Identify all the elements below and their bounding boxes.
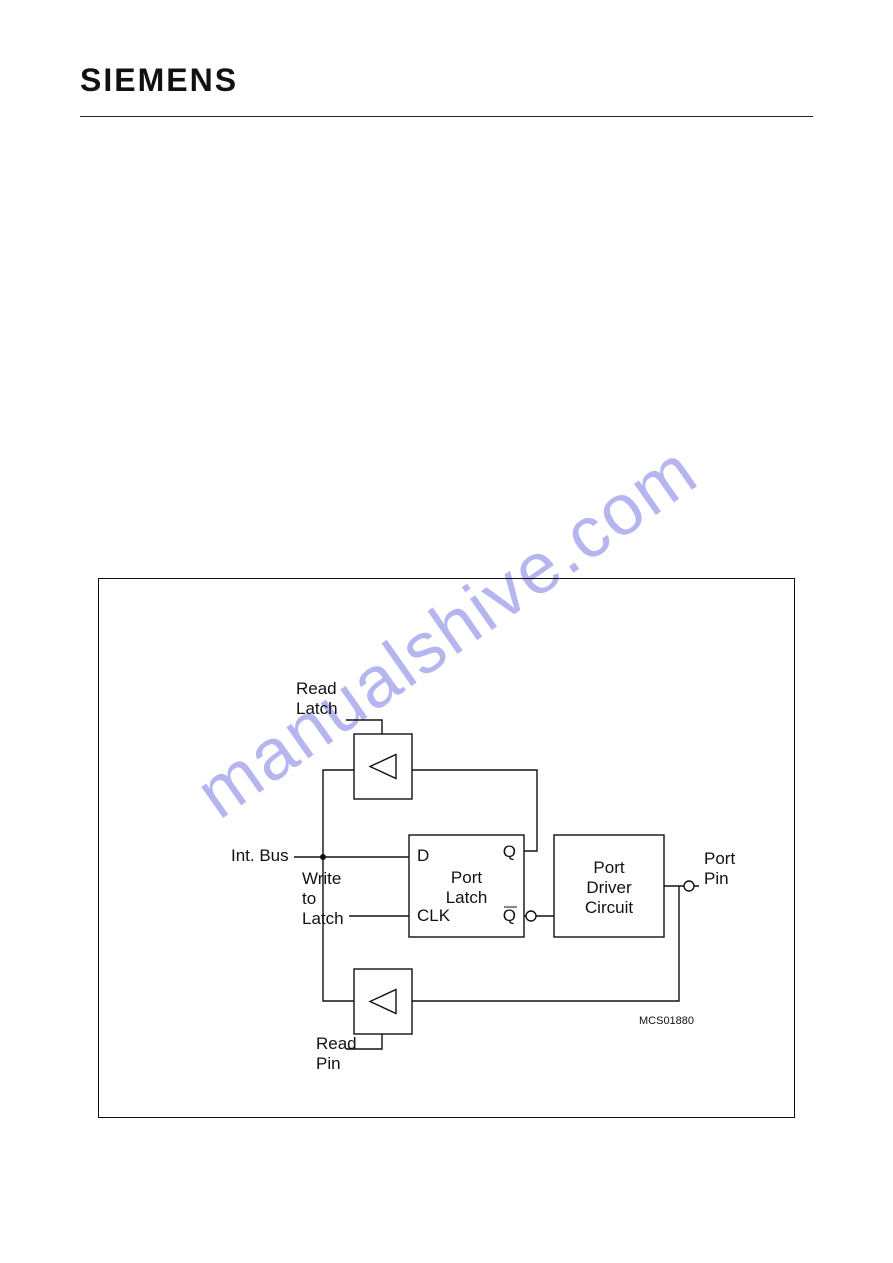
block-diagram: DCLKQQPortLatchPortDriverCircuitReadLatc…	[99, 579, 796, 1119]
buffer-bottom	[354, 969, 412, 1034]
svg-text:Read: Read	[316, 1034, 357, 1053]
svg-text:Int. Bus: Int. Bus	[231, 846, 289, 865]
port-latch-block: D CLK Q Q PortLatch	[409, 835, 524, 937]
latch-title-1: Port	[451, 868, 482, 887]
latch-qbar-label: Q	[503, 906, 516, 925]
label-read-pin: ReadPin	[316, 1034, 357, 1073]
junction-dot	[320, 854, 326, 860]
label-int-bus: Int. Bus	[231, 846, 289, 865]
svg-text:Latch: Latch	[296, 699, 338, 718]
latch-q-label: Q	[503, 842, 516, 861]
brand-logo: SIEMENS	[80, 62, 238, 99]
open-circle	[684, 881, 694, 891]
svg-text:Pin: Pin	[704, 869, 729, 888]
latch-d-label: D	[417, 846, 429, 865]
svg-text:Port: Port	[704, 849, 735, 868]
diagram-code: MCS01880	[639, 1015, 694, 1027]
diagram-frame: DCLKQQPortLatchPortDriverCircuitReadLatc…	[98, 578, 795, 1118]
svg-text:Latch: Latch	[302, 909, 344, 928]
latch-title-2: Latch	[446, 888, 488, 907]
driver-title-2: Driver	[586, 878, 632, 897]
buffer-top	[354, 734, 412, 799]
page: SIEMENS manualshive.com DCLKQQPortLatchP…	[0, 0, 893, 1263]
svg-text:Pin: Pin	[316, 1054, 341, 1073]
wire	[323, 770, 354, 857]
svg-text:Read: Read	[296, 679, 337, 698]
latch-clk-label: CLK	[417, 906, 451, 925]
label-read-latch: ReadLatch	[296, 679, 338, 718]
horizontal-rule	[80, 116, 813, 117]
driver-title-1: Port	[593, 858, 624, 877]
svg-text:to: to	[302, 889, 316, 908]
svg-text:Write: Write	[302, 869, 341, 888]
label-port-pin: PortPin	[704, 849, 735, 888]
wire	[346, 720, 382, 734]
port-driver-block: PortDriverCircuit	[554, 835, 664, 937]
open-circle	[526, 911, 536, 921]
driver-title-3: Circuit	[585, 898, 633, 917]
